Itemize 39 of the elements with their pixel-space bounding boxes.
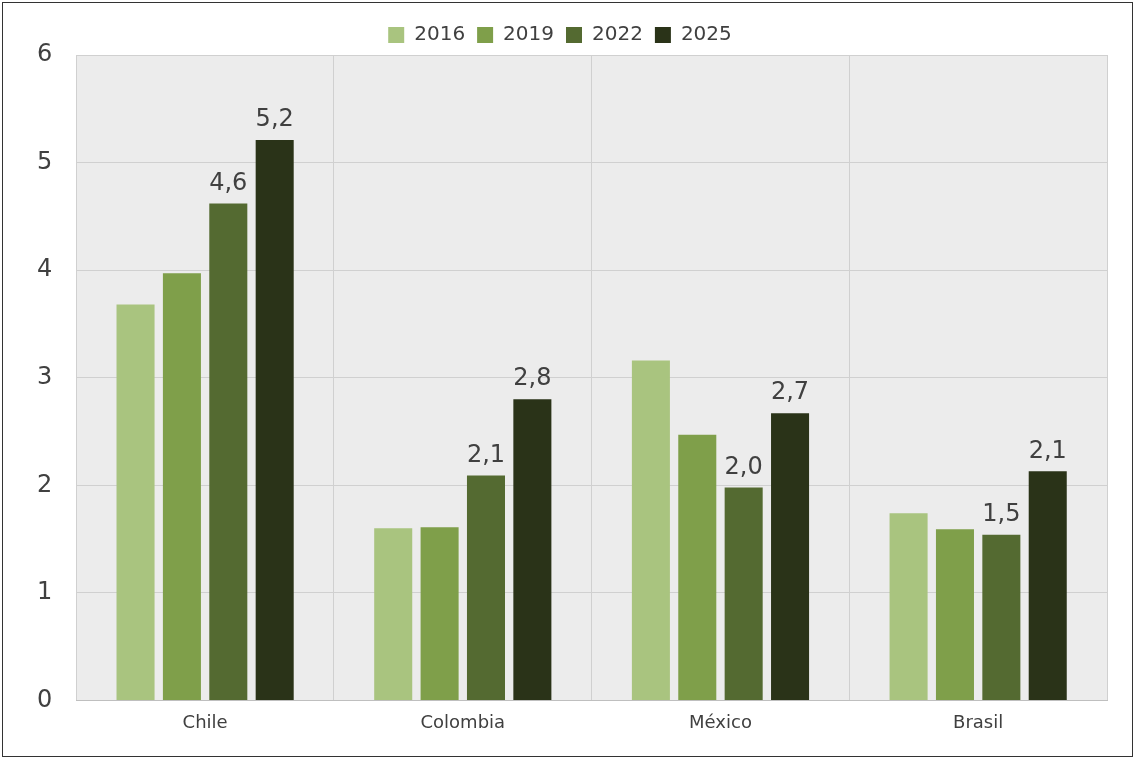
legend-label: 2022	[592, 21, 643, 46]
bar	[162, 273, 201, 700]
x-tick-label: Colombia	[420, 710, 506, 732]
bar	[420, 527, 459, 700]
bar	[116, 304, 155, 700]
data-label: 1,5	[982, 498, 1021, 527]
data-label: 2,0	[724, 451, 763, 480]
y-tick-label: 2	[36, 469, 53, 498]
bar	[724, 487, 763, 700]
bar	[255, 139, 294, 700]
data-label: 2,1	[466, 439, 506, 468]
x-tick-label: Chile	[182, 710, 228, 732]
bar	[935, 529, 974, 700]
y-tick-label: 1	[36, 577, 53, 606]
data-label: 4,6	[209, 167, 248, 196]
legend-label: 2019	[503, 21, 555, 46]
y-tick-label: 3	[36, 361, 53, 390]
y-tick-label: 6	[36, 39, 53, 68]
bar	[513, 399, 552, 700]
x-tick-label: México	[689, 710, 752, 732]
bar	[678, 434, 717, 700]
bar	[1028, 471, 1067, 700]
bar	[466, 475, 505, 700]
legend-label: 2016	[414, 21, 466, 46]
bar	[374, 528, 413, 700]
x-tick-label: Brasil	[953, 710, 1004, 732]
y-tick-label: 0	[36, 684, 53, 713]
y-tick-label: 5	[36, 146, 53, 175]
data-label: 2,1	[1028, 435, 1067, 464]
bar	[889, 513, 928, 700]
y-tick-label: 4	[36, 254, 53, 283]
legend-label: 2025	[680, 21, 732, 46]
bar	[631, 360, 670, 700]
data-label: 2,7	[770, 377, 810, 406]
data-label: 5,2	[255, 104, 294, 133]
data-label: 2,8	[513, 363, 552, 392]
bar	[209, 203, 248, 700]
bar	[771, 413, 810, 700]
bar	[982, 534, 1021, 700]
